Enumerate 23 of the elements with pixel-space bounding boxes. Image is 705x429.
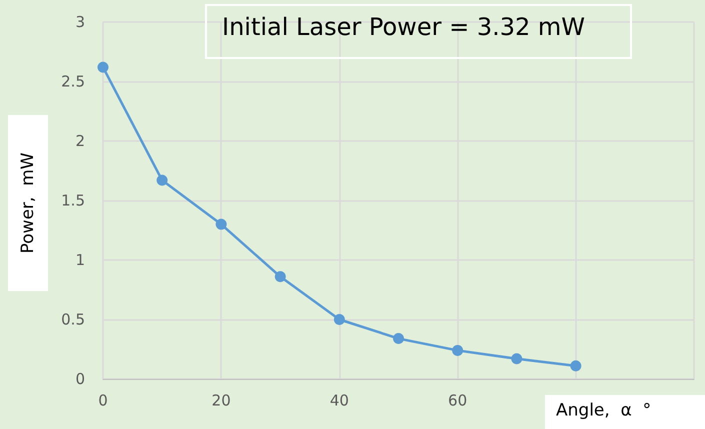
y-tick-label: 1.5 (61, 192, 85, 210)
y-tick-label: 1 (75, 251, 85, 269)
point (511, 353, 522, 364)
y-tick-label: 2.5 (61, 72, 85, 90)
point (452, 344, 464, 356)
x-tick-label: 40 (330, 392, 349, 410)
y-tick-label: 0 (75, 370, 85, 388)
x-tick-label: 20 (212, 392, 231, 410)
point (570, 360, 582, 372)
y-tick-label: 0.5 (61, 310, 85, 328)
x-axis-title: Angle, α ° (556, 400, 652, 420)
point (98, 62, 108, 73)
point (393, 333, 404, 344)
point (156, 174, 168, 186)
point (216, 218, 227, 230)
y-axis-title: Power, mW (18, 152, 38, 254)
point (274, 271, 286, 282)
x-tick-label: 60 (448, 392, 468, 410)
y-tick-label: 2 (75, 132, 85, 150)
chart-title: Initial Laser Power = 3.32 mW (222, 13, 585, 41)
point (334, 314, 345, 325)
x-tick-label: 0 (98, 392, 108, 410)
y-tick-label: 3 (75, 13, 85, 31)
